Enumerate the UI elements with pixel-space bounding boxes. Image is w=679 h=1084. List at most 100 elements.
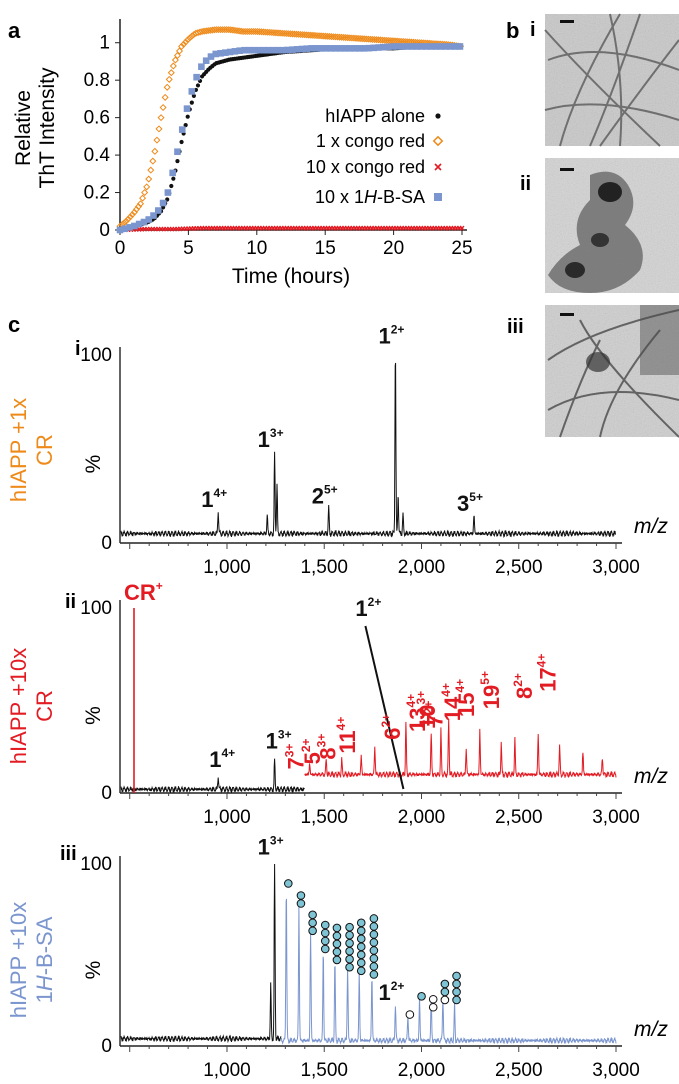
series-point-hiapp-alone (179, 139, 184, 145)
series-point-10x-1h-b-sa (226, 48, 234, 56)
series-point-1x-congo-red (223, 26, 231, 34)
series-point-10x-1h-b-sa (303, 45, 311, 52)
series-point-10x-1h-b-sa (245, 46, 253, 54)
x-axis-label: m/z (634, 765, 668, 788)
series-point-10x-1h-b-sa (202, 57, 210, 65)
x-tick-label: 2,500 (495, 557, 543, 578)
peak-label-1: 12+ (378, 979, 404, 1005)
series-point-10x-1h-b-sa (336, 45, 344, 52)
series-point-1x-congo-red (247, 27, 255, 36)
series-point-10x-1h-b-sa (231, 48, 239, 55)
x-tick-label: 2,000 (398, 557, 446, 578)
series-point-10x-1h-b-sa (183, 105, 191, 112)
x-tick-label: 20 (383, 238, 404, 259)
series-point-10x-1h-b-sa (255, 46, 263, 54)
legend-marker-hiapp-alone (435, 113, 441, 119)
series-point-10x-1h-b-sa (360, 45, 368, 52)
series-point-hiapp-alone (175, 158, 180, 164)
series-point-1x-congo-red (188, 32, 196, 40)
series-point-1x-congo-red (243, 27, 251, 36)
bead-marker-11-1 (440, 987, 450, 997)
series-point-10x-1h-b-sa (413, 43, 421, 50)
peak-label-red-7: 144+ (439, 683, 465, 721)
series-point-1x-congo-red (173, 51, 181, 59)
series-point-10x-1h-b-sa (241, 46, 248, 54)
x-tick-label: 3,000 (592, 1060, 640, 1081)
series-point-1x-congo-red (165, 75, 173, 83)
series-point-10x-1h-b-sa (308, 45, 315, 52)
bead-marker-9-0 (417, 992, 426, 1001)
series-point-1x-congo-red (141, 189, 149, 197)
series-point-hiapp-alone (183, 123, 188, 128)
series-point-10x-1h-b-sa (437, 43, 445, 50)
peak-label-red-10: 195+ (478, 671, 504, 709)
x-tick-label: 0 (115, 238, 126, 259)
series-point-1x-congo-red (249, 27, 257, 36)
series-point-10x-1h-b-sa (174, 148, 181, 156)
x-axis-label: m/z (634, 515, 668, 538)
bead-marker-6-3 (356, 942, 366, 952)
y-tick-label: 0.4 (84, 145, 111, 166)
x-tick-label: 25 (451, 238, 472, 259)
peak-label-2: 25+ (312, 482, 338, 508)
micrograph-i-fibrils (544, 13, 679, 147)
bead-marker-7-6 (369, 922, 379, 931)
y-tick-label: 1 (99, 33, 110, 54)
peak-label-1-2plus: 12+ (355, 595, 381, 621)
series-point-1x-congo-red (251, 27, 259, 36)
series-point-10x-1h-b-sa (380, 43, 387, 51)
series-point-1x-congo-red (134, 203, 143, 211)
bead-marker-1-1 (296, 891, 306, 900)
y-tick-label: 0.8 (84, 70, 110, 91)
series-point-10x-1h-b-sa (260, 46, 267, 54)
side-label: hIAPP +10x1H-B-SA (6, 902, 57, 1018)
series-point-10x-1h-b-sa (193, 73, 200, 81)
series-point-10x-1h-b-sa (289, 46, 296, 53)
series-point-10x-1h-b-sa (447, 43, 454, 50)
y-tick-label: 0 (101, 783, 112, 804)
series-point-hiapp-alone (171, 176, 176, 181)
series-point-10x-1h-b-sa (351, 45, 358, 52)
series-point-10x-1h-b-sa (423, 43, 430, 50)
series-point-1x-congo-red (147, 166, 155, 174)
series-point-10x-1h-b-sa (456, 43, 464, 50)
bead-marker-7-3 (369, 946, 379, 955)
bead-marker-10-1 (428, 994, 438, 1004)
bead-marker-6-2 (356, 950, 366, 960)
y-axis-label: % (82, 706, 105, 725)
bead-marker-12-0 (452, 995, 461, 1005)
peak-label-red-12: 174+ (535, 654, 561, 692)
series-point-10x-1h-b-sa (399, 43, 406, 50)
micrograph-iii-dark-corner (640, 305, 679, 375)
series-point-10x-1h-b-sa (365, 44, 373, 52)
micrograph-iii-fibrils (547, 309, 679, 438)
peak-label-red-2: 83+ (315, 734, 341, 760)
bead-marker-7-0 (369, 970, 379, 979)
series-point-1x-congo-red (122, 217, 130, 225)
tht-kinetics-chart: 0 5 10 15 20 25 0 0.2 0.4 0.6 0.8 1 Time (hours) Rela… (12, 19, 473, 288)
series-point-1x-congo-red (169, 62, 177, 70)
series-point-10x-1h-b-sa (164, 189, 172, 196)
legend-entry-1: 1 x congo red (316, 131, 425, 151)
series-point-1x-congo-red (180, 40, 188, 48)
series-point-1x-congo-red (214, 26, 223, 34)
y-tick-label: 0 (101, 533, 112, 554)
bead-marker-5-2 (345, 946, 354, 956)
peak-label-3: 12+ (378, 322, 404, 348)
series-point-10x-1h-b-sa (298, 45, 306, 53)
x-tick-label: 5 (183, 238, 194, 259)
x-tick-label: 2,500 (495, 807, 543, 828)
bead-marker-7-4 (369, 938, 379, 947)
series-point-10x-1h-b-sa (313, 45, 320, 52)
bead-marker-11-2 (440, 979, 450, 989)
tem-micrographs: i ii iii (507, 13, 679, 438)
series-point-1x-congo-red (139, 194, 147, 202)
series-point-1x-congo-red (120, 219, 128, 227)
bead-marker-6-5 (356, 926, 366, 936)
peak-label-red-9: 154+ (453, 679, 479, 717)
series-point-1x-congo-red (184, 36, 192, 44)
series-point-1x-congo-red (171, 56, 179, 64)
mass-spectrum-iii: 1,000 1,500 2,000 2,500 3,000 0 100% m/z iii hIAP… (6, 834, 668, 1081)
bead-marker-6-6 (356, 918, 366, 928)
